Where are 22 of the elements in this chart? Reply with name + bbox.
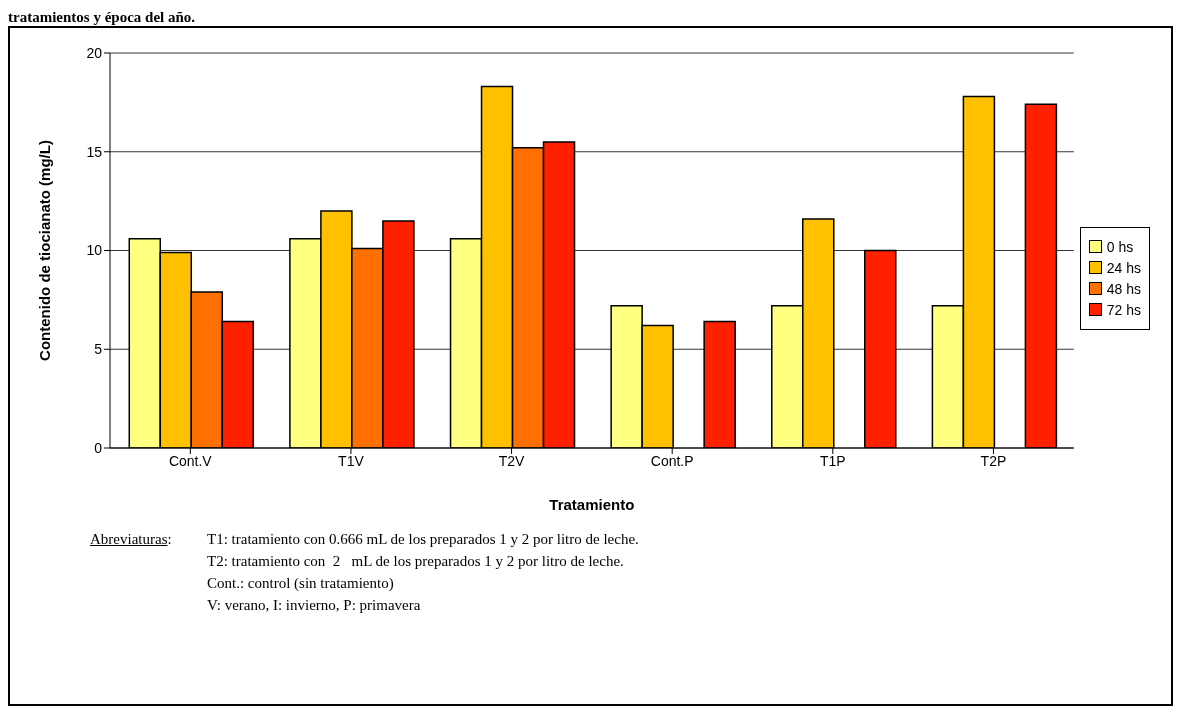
y-tick-label: 15 — [86, 143, 103, 160]
x-tick-label: T1V — [338, 452, 365, 469]
y-axis-title: Contenido de tiocianato (mg/L) — [36, 140, 54, 361]
x-tick-label: Cont.P — [650, 452, 694, 469]
legend-label: 24 hs — [1106, 259, 1141, 276]
x-tick-label: T2P — [980, 452, 1007, 469]
text: Abreviaturas: T1: tratamiento con 0.666 mL de los preparados 1 y 2 por litro de leche. — [90, 531, 639, 547]
y-tick-label: 5 — [94, 341, 103, 358]
legend-label: 0 hs — [1106, 238, 1134, 255]
legend-label: 48 hs — [1106, 280, 1141, 297]
y-tick-label: 10 — [86, 242, 103, 259]
text: T2: tratamiento con 2 mL de los preparados 1 y 2 por litro de leche. — [206, 552, 625, 571]
y-tick-label: 20 — [86, 44, 103, 61]
text: V: verano, I: invierno, P: primavera — [206, 596, 422, 615]
chart-subtitle: tratamientos y época del año. — [8, 8, 197, 26]
x-tick-label: T2V — [498, 452, 526, 469]
x-tick-label: T1P — [819, 452, 846, 469]
text: Cont.: control (sin tratamiento) — [206, 574, 395, 593]
x-axis-title: Tratamiento — [549, 496, 635, 513]
y-tick-label: 0 — [94, 439, 103, 456]
x-tick-label: Cont.V — [168, 452, 213, 469]
legend-label: 72 hs — [1106, 301, 1141, 318]
